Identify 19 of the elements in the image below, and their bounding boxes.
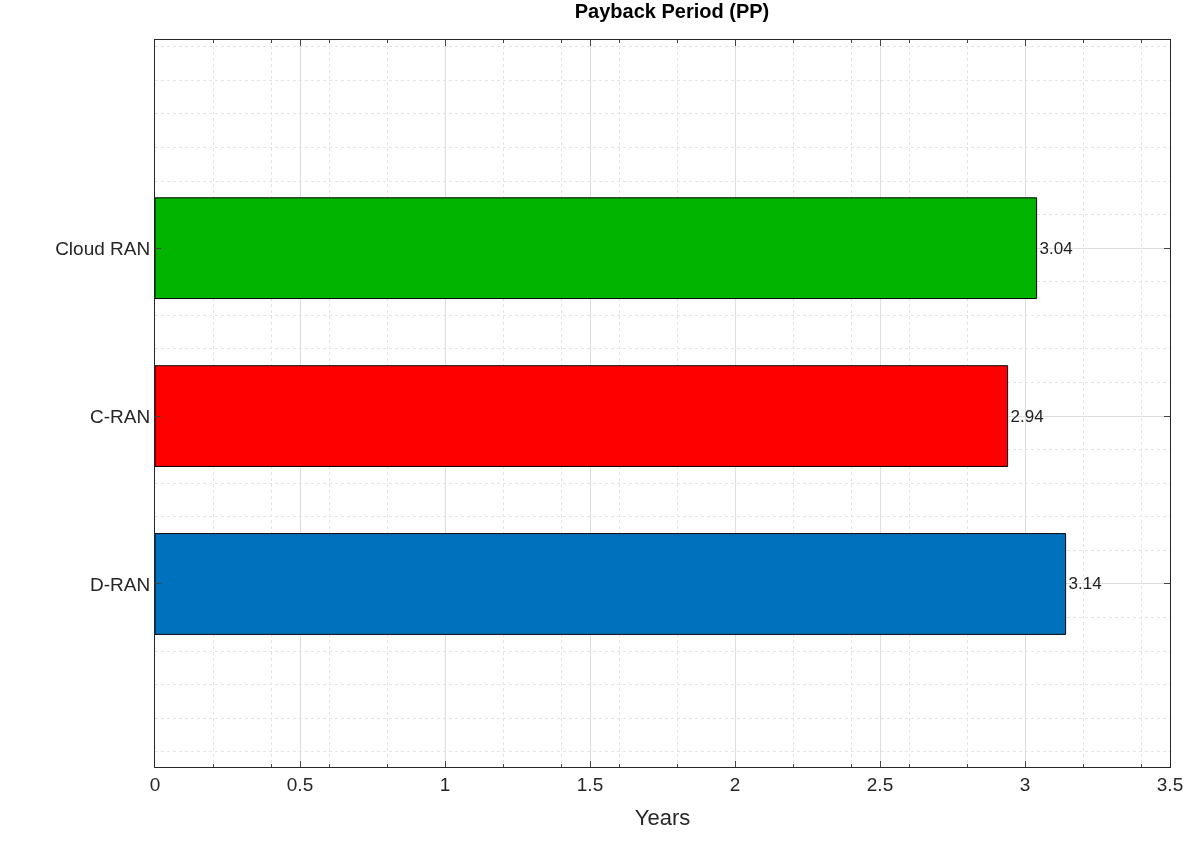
x-tick-label: 2.5 [866, 773, 894, 795]
bar [155, 197, 1038, 300]
y-tick-label: C-RAN [90, 405, 151, 427]
data-label: 3.04 [1039, 238, 1073, 258]
x-tick-label: 0 [149, 773, 161, 795]
y-tick-label: Cloud RAN [55, 237, 151, 259]
data-label: 3.14 [1068, 574, 1102, 594]
x-tick-label: 0.5 [286, 773, 314, 795]
data-label: 2.94 [1010, 406, 1044, 426]
chart-title: Payback Period (PP) [574, 0, 770, 23]
bar [155, 533, 1067, 635]
y-tick-label: D-RAN [90, 573, 151, 595]
x-axis-title: Years [634, 804, 691, 830]
x-tick-label: 3.5 [1156, 773, 1184, 795]
x-tick-label: 1.5 [576, 773, 604, 795]
bar [155, 365, 1009, 467]
x-tick-label: 2 [729, 773, 741, 795]
x-tick-label: 3 [1019, 773, 1031, 795]
x-tick-label: 1 [439, 773, 451, 795]
